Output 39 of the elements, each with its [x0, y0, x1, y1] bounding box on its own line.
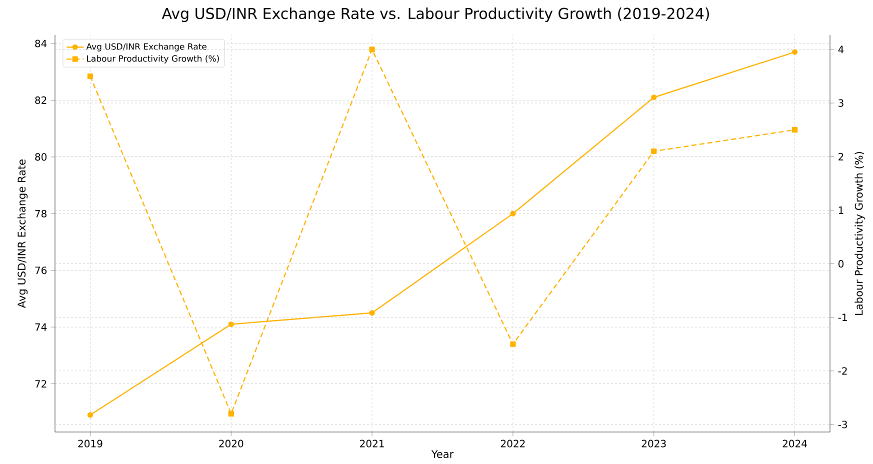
- y-tick-label: 78: [35, 210, 47, 218]
- point: [510, 341, 516, 347]
- x-tick-label: 2024: [782, 440, 807, 448]
- legend-label: Avg USD/INR Exchange Rate: [86, 43, 206, 52]
- y-tick-label: 72: [35, 380, 46, 388]
- y2-tick-label: -2: [838, 367, 847, 375]
- point: [228, 321, 234, 328]
- y2-tick-label: 2: [838, 152, 844, 160]
- point: [792, 49, 798, 55]
- y-tick-label: 76: [35, 266, 47, 274]
- point: [87, 73, 94, 80]
- x-tick-label: 2021: [360, 440, 384, 448]
- y2-tick-label: -1: [838, 314, 847, 321]
- point: [87, 412, 94, 418]
- y2-tick-label: -3: [838, 420, 847, 428]
- y-tick-label: 74: [35, 323, 47, 331]
- y-axis-title: Avg USD/INR Exchange Rate: [17, 160, 28, 308]
- x-axis-title: Year: [431, 450, 454, 458]
- point: [651, 148, 657, 154]
- x-tick-label: 2020: [219, 440, 244, 448]
- point: [510, 210, 516, 216]
- x-tick-label: 2019: [78, 440, 102, 448]
- y2-tick-label: 4: [838, 46, 844, 54]
- point: [369, 46, 375, 52]
- x-tick-label: 2022: [500, 440, 525, 448]
- y2-tick-label: 1: [838, 206, 844, 214]
- y-tick-label: 80: [35, 153, 47, 161]
- y-tick-label: 84: [35, 40, 47, 48]
- legend-label: Labour Productivity Growth (%): [87, 55, 219, 64]
- point: [651, 94, 657, 100]
- point: [228, 410, 234, 417]
- x-tick-label: 2023: [642, 440, 666, 448]
- y2-axis-title: Labour Productivity Growth (%): [854, 152, 865, 315]
- chart-title: Avg USD/INR Exchange Rate vs. Labour Productivity Growth (2019-2024): [162, 8, 709, 22]
- point: [792, 127, 798, 133]
- y2-tick-label: 3: [838, 99, 844, 107]
- y2-tick-label: 0: [838, 260, 844, 268]
- point: [369, 310, 375, 316]
- y-tick-label: 82: [35, 96, 46, 104]
